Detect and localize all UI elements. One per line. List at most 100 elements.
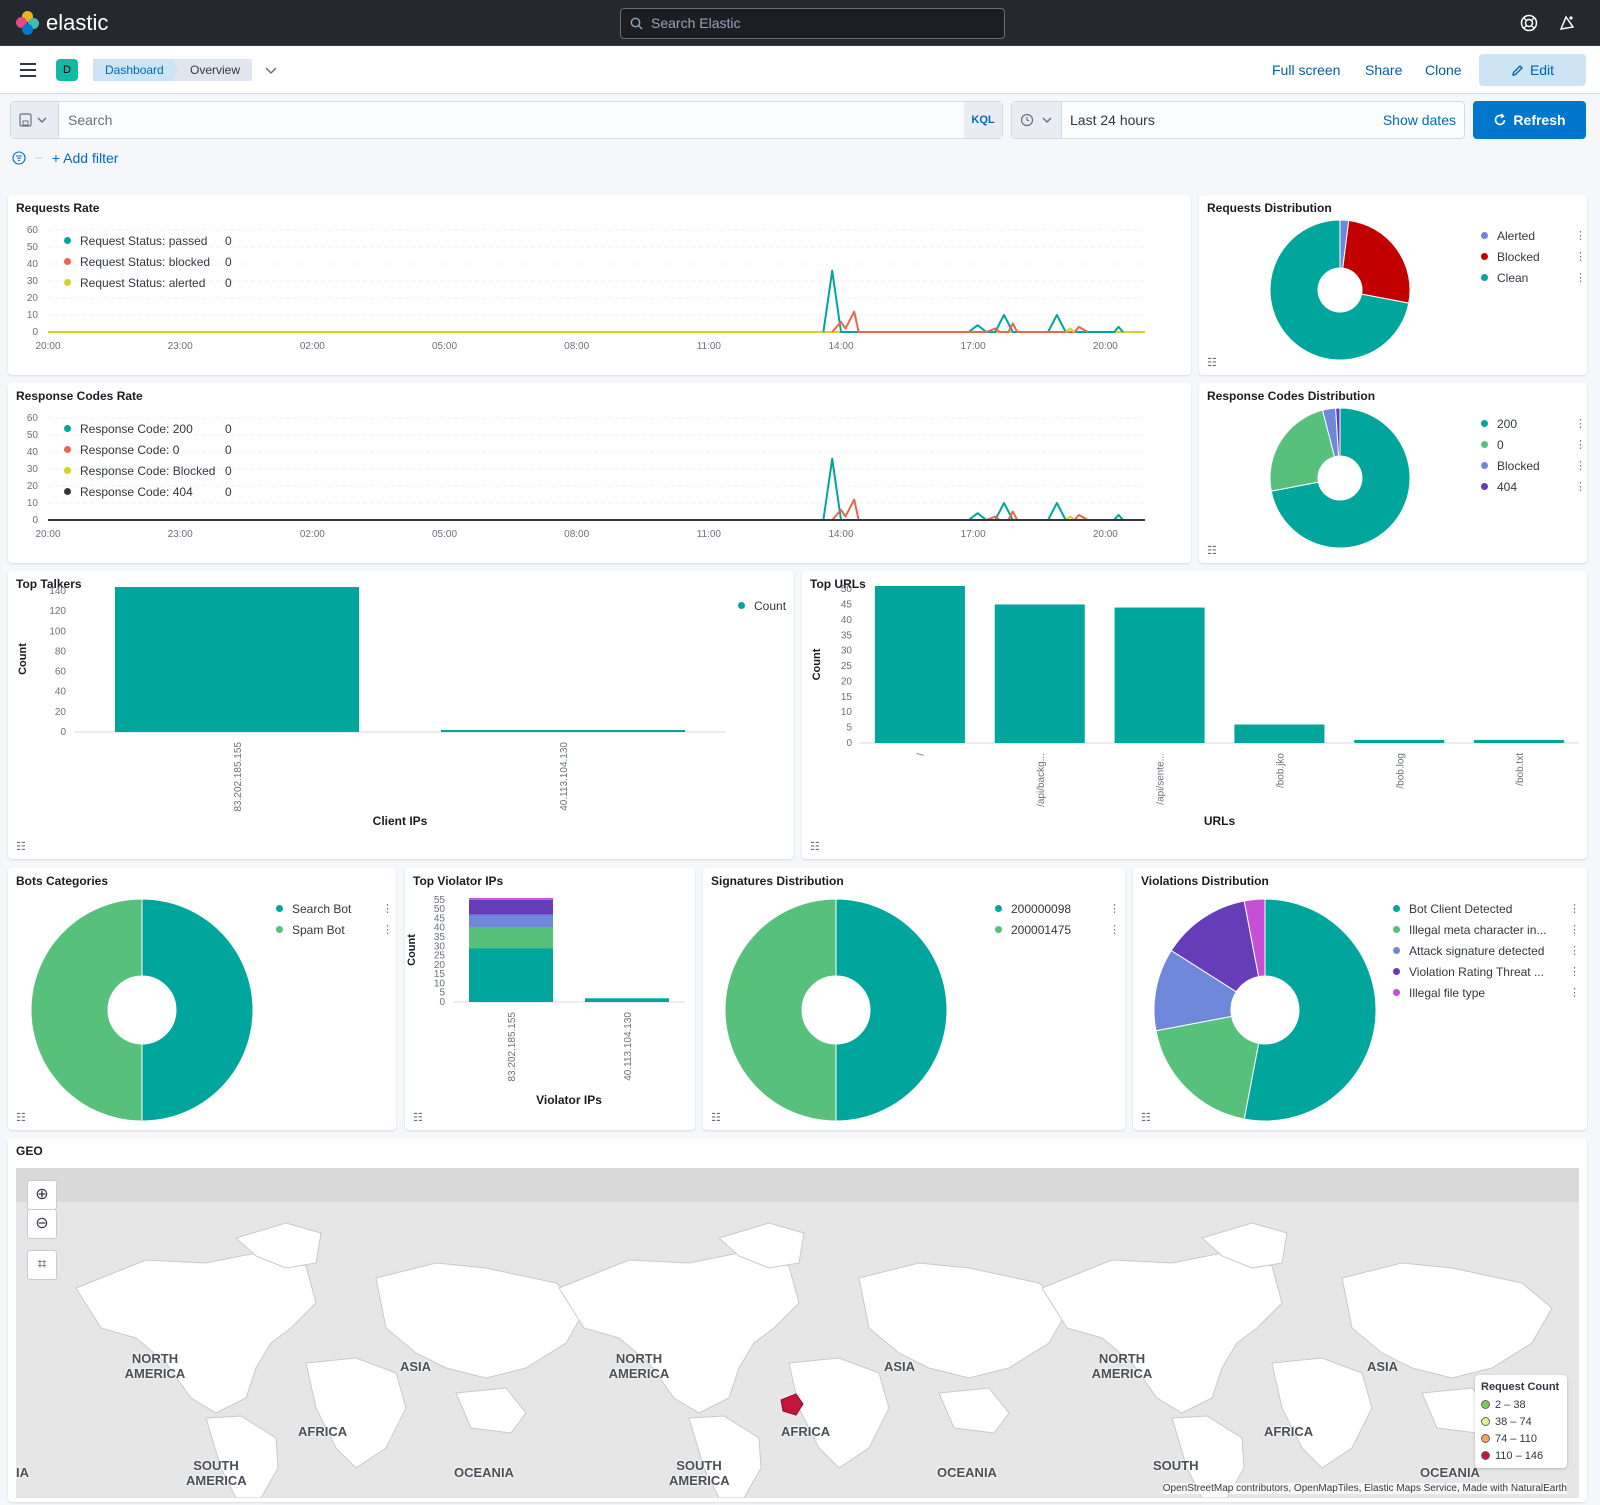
requests-distribution-legend: Alerted ⋮ Blocked ⋮ Clean ⋮ [1481,225,1586,288]
saved-query-button[interactable] [11,102,59,138]
pie-slice [1342,219,1411,304]
query-bar[interactable]: Search KQL [10,101,1003,139]
add-filter-link[interactable]: + Add filter [51,150,119,166]
more-options-icon[interactable]: ⋮ [382,903,393,915]
legend-item[interactable]: Illegal meta character in... ⋮ [1393,919,1580,940]
legend-item[interactable]: 0 ⋮ [1481,434,1586,455]
legend-item[interactable]: Count [738,595,786,616]
legend-item[interactable]: 200000098 ⋮ [995,898,1120,919]
crop-tool-icon[interactable]: ⌗ [27,1250,57,1280]
legend-item[interactable]: Violation Rating Threat ... ⋮ [1393,961,1580,982]
map-attribution: OpenStreetMap contributors, OpenMapTiles… [1162,1483,1567,1494]
list-icon[interactable]: ☷ [16,1112,26,1124]
list-icon[interactable]: ☷ [1207,545,1217,557]
violations-distribution-chart[interactable] [1133,868,1587,1130]
more-options-icon[interactable]: ⋮ [1575,230,1586,242]
pie-slice [1243,898,1266,978]
label-north-america-2: NORTH AMERICA [608,1351,670,1381]
legend-item[interactable]: Alerted ⋮ [1481,225,1586,246]
zoom-in-button[interactable]: ⊕ [27,1180,57,1210]
chevron-down-icon[interactable] [264,63,278,77]
legend-item[interactable]: Bot Client Detected ⋮ [1393,898,1580,919]
legend-item[interactable]: Clean ⋮ [1481,267,1586,288]
response-codes-distribution-chart[interactable] [1199,383,1587,563]
france-request-region[interactable] [780,1393,804,1416]
refresh-button[interactable]: Refresh [1473,101,1586,139]
legend-item[interactable]: Attack signature detected ⋮ [1393,940,1580,961]
more-options-icon[interactable]: ⋮ [1575,418,1586,430]
signatures-distribution-chart[interactable] [703,868,1125,1130]
panel-signatures-distribution: Signatures Distribution 200000098 ⋮ 200001… [703,868,1125,1130]
geo-map[interactable]: ⊕ ⊖ ⌗ NORTH AMERICA ASIA AFRICA SOUTH AM… [16,1168,1579,1498]
list-icon[interactable]: ☷ [413,1112,423,1124]
more-options-icon[interactable]: ⋮ [1569,903,1580,915]
legend-item[interactable]: Illegal file type ⋮ [1393,982,1580,1003]
space-avatar[interactable]: D [56,59,78,81]
zoom-out-button[interactable]: ⊖ [27,1209,57,1239]
elastic-logo[interactable]: elastic [16,10,108,36]
filter-icon[interactable] [12,151,48,165]
more-options-icon[interactable]: ⋮ [1575,251,1586,263]
panel-title: Top Violator IPs [413,874,504,888]
legend-item[interactable]: Search Bot ⋮ [276,898,393,919]
more-options-icon[interactable]: ⋮ [1569,924,1580,936]
requests-rate-chart[interactable]: 0 10 20 30 40 50 60 20:00 23:00 02:00 05:00 08:00 11… [8,195,1191,375]
legend-item[interactable]: 200 ⋮ [1481,413,1586,434]
time-picker[interactable]: Last 24 hours Show dates [1011,101,1465,139]
more-options-icon[interactable]: ⋮ [382,924,393,936]
menu-toggle-icon[interactable] [20,63,36,77]
list-icon[interactable]: ☷ [711,1112,721,1124]
top-talkers-chart[interactable]: 0 20 40 60 80 100 120 140 83.202.185.155 40.113.1… [8,571,794,859]
top-urls-chart[interactable]: 0 5 10 15 20 25 30 35 40 45 50 / /api/backg... /api/s… [802,571,1587,859]
response-codes-rate-chart[interactable]: 0 10 20 30 40 50 60 20:00 23:00 02:00 05:00 08:00 11… [8,383,1191,563]
bots-categories-chart[interactable] [8,868,396,1130]
more-options-icon[interactable]: ⋮ [1569,945,1580,957]
time-range-label[interactable]: Last 24 hours [1070,112,1155,128]
legend-item[interactable]: Response Code: 200 0 [64,418,232,439]
more-options-icon[interactable]: ⋮ [1569,966,1580,978]
legend-item[interactable]: Blocked ⋮ [1481,455,1586,476]
legend-item[interactable]: Request Status: passed 0 [64,230,232,251]
y-tick-label: 55 [434,895,446,906]
map-polar-band [16,1168,1579,1202]
panel-top-talkers: Top Talkers 0 20 40 60 80 100 120 140 83.202.185… [8,571,794,859]
label-north-america-3: NORTH AMERICA [1091,1351,1153,1381]
global-search-input[interactable]: Search Elastic [620,8,1005,39]
list-icon[interactable]: ☷ [16,841,26,853]
more-options-icon[interactable]: ⋮ [1575,272,1586,284]
list-icon[interactable]: ☷ [1207,357,1217,369]
query-input-placeholder[interactable]: Search [68,112,113,128]
full-screen-link[interactable]: Full screen [1272,62,1341,78]
list-icon[interactable]: ☷ [1141,1112,1151,1124]
legend-item[interactable]: 200001475 ⋮ [995,919,1120,940]
legend-item[interactable]: Response Code: 404 0 [64,481,232,502]
more-options-icon[interactable]: ⋮ [1575,460,1586,472]
clone-link[interactable]: Clone [1425,62,1462,78]
legend-item[interactable]: Blocked ⋮ [1481,246,1586,267]
y-axis-title: Count [406,934,418,966]
more-options-icon[interactable]: ⋮ [1575,481,1586,493]
breadcrumb-dashboard[interactable]: Dashboard [93,59,184,81]
legend-label: Illegal meta character in... [1409,922,1547,937]
newsfeed-icon[interactable] [1557,13,1577,33]
legend-item[interactable]: Response Code: Blocked 0 [64,460,232,481]
y-tick-label: 20 [55,707,67,718]
legend-item[interactable]: Request Status: blocked 0 [64,251,232,272]
more-options-icon[interactable]: ⋮ [1569,987,1580,999]
share-link[interactable]: Share [1365,62,1403,78]
legend-item[interactable]: Request Status: alerted 0 [64,272,232,293]
legend-item[interactable]: Response Code: 0 0 [64,439,232,460]
requests-distribution-chart[interactable] [1199,195,1587,375]
quick-select-button[interactable] [1012,102,1062,138]
more-options-icon[interactable]: ⋮ [1575,439,1586,451]
legend-item[interactable]: 404 ⋮ [1481,476,1586,497]
show-dates-link[interactable]: Show dates [1382,112,1456,128]
more-options-icon[interactable]: ⋮ [1109,903,1120,915]
help-icon[interactable] [1519,13,1539,33]
kql-toggle[interactable]: KQL [964,102,1002,138]
legend-item[interactable]: Spam Bot ⋮ [276,919,393,940]
more-options-icon[interactable]: ⋮ [1109,924,1120,936]
edit-button[interactable]: Edit [1479,54,1586,86]
list-icon[interactable]: ☷ [810,841,820,853]
